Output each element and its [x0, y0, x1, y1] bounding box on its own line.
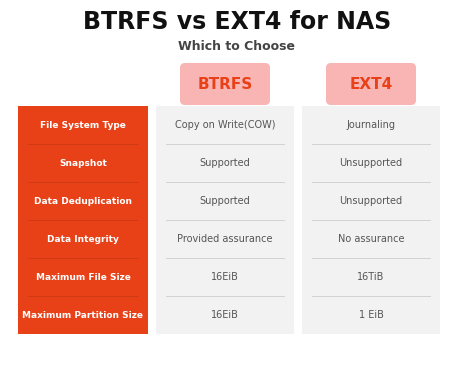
Text: 16EiB: 16EiB	[211, 272, 239, 282]
Text: Maximum File Size: Maximum File Size	[36, 273, 130, 282]
Text: Which to Choose: Which to Choose	[179, 40, 295, 52]
FancyBboxPatch shape	[326, 63, 416, 105]
Text: 16TiB: 16TiB	[357, 272, 385, 282]
FancyBboxPatch shape	[180, 63, 270, 105]
Text: Provided assurance: Provided assurance	[177, 234, 273, 244]
Text: Data Integrity: Data Integrity	[47, 234, 119, 243]
Text: Snapshot: Snapshot	[59, 159, 107, 168]
Text: EXT4: EXT4	[349, 77, 392, 92]
Text: No assurance: No assurance	[338, 234, 404, 244]
Text: 1 EiB: 1 EiB	[358, 310, 383, 320]
Text: Journaling: Journaling	[346, 120, 395, 130]
Text: BTRFS vs EXT4 for NAS: BTRFS vs EXT4 for NAS	[83, 10, 391, 34]
Text: Maximum Partition Size: Maximum Partition Size	[22, 310, 144, 319]
Text: Data Deduplication: Data Deduplication	[34, 196, 132, 205]
Text: Supported: Supported	[200, 196, 250, 206]
Text: 16EiB: 16EiB	[211, 310, 239, 320]
Text: Unsupported: Unsupported	[339, 158, 402, 168]
Text: Copy on Write(COW): Copy on Write(COW)	[175, 120, 275, 130]
FancyBboxPatch shape	[156, 106, 294, 334]
FancyBboxPatch shape	[18, 106, 148, 334]
Text: BTRFS: BTRFS	[197, 77, 253, 92]
Text: File System Type: File System Type	[40, 120, 126, 129]
FancyBboxPatch shape	[302, 106, 440, 334]
Text: Supported: Supported	[200, 158, 250, 168]
Text: Unsupported: Unsupported	[339, 196, 402, 206]
